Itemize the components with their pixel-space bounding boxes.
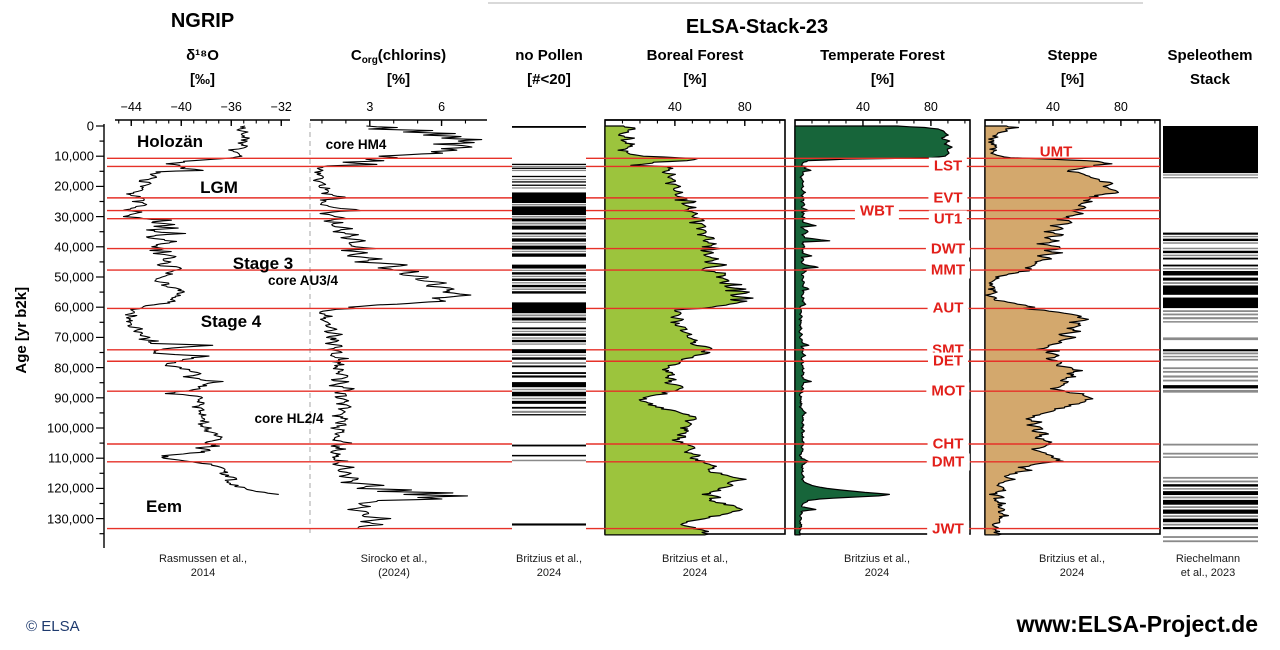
panel-unit-temperate-forest: [%] [870, 71, 895, 88]
tephra-label-cht: CHT [927, 435, 969, 453]
panel-header-speleothem: Speleothem [1167, 47, 1253, 64]
x-tick-label: −40 [170, 100, 192, 114]
panel-header-steppe: Steppe [1047, 47, 1098, 64]
panel-unit-boreal-forest: [%] [683, 71, 707, 88]
tephra-label-wbt: WBT [854, 202, 900, 220]
core-label-au34: core AU3/4 [267, 273, 339, 288]
age-tick-label: 70,000 [54, 329, 94, 345]
x-tick-label: 3 [366, 100, 374, 114]
citation-nopollen: Britzius et al., 2024 [515, 553, 583, 579]
stage-label-eem: Eem [146, 497, 182, 516]
stage-label-stage3: Stage 3 [232, 254, 294, 273]
age-tick-label: 90,000 [54, 390, 94, 406]
tephra-label-jwt: JWT [927, 520, 969, 538]
group-title-ngrip: NGRIP [170, 10, 235, 32]
panel-unit-steppe: [%] [1060, 71, 1085, 88]
panel-unit-no-pollen: [#<20] [527, 71, 571, 88]
tephra-label-aut: AUT [927, 299, 969, 317]
panel-header-no-pollen: no Pollen [515, 47, 583, 64]
tephra-label-ut1: UT1 [928, 210, 968, 228]
citation-ngrip: Rasmussen et al., 2014 [158, 553, 248, 579]
citation-speleothem: Riechelmann et al., 2023 [1175, 553, 1241, 579]
x-tick-label: 80 [923, 100, 938, 114]
age-tick-label: 40,000 [54, 239, 94, 255]
age-tick-label: 30,000 [54, 209, 94, 225]
panel-header-corg: Corg(chlorins) [310, 47, 487, 66]
citation-temperate: Britzius et al., 2024 [843, 553, 911, 579]
stage-label-stage4: Stage 4 [200, 312, 262, 331]
citation-corg: Sirocko et al., (2024) [360, 553, 428, 579]
tephra-label-mot: MOT [926, 382, 970, 400]
x-tick-label: 40 [856, 100, 870, 114]
corg-pre: C [350, 47, 362, 64]
x-tick-label: 40 [1046, 100, 1060, 114]
tephra-label-lst: LST [928, 157, 968, 175]
age-axis-title: Age [yr b2k] [12, 286, 30, 374]
age-tick-label: 110,000 [47, 450, 94, 466]
tephra-label-umt: UMT [1039, 143, 1073, 161]
panel-unit-ngrip: [‰] [190, 71, 215, 88]
core-label-hl24: core HL2/4 [254, 411, 324, 426]
panel-unit-corg: [%] [386, 71, 411, 88]
x-tick-label: −36 [220, 100, 242, 114]
citation-boreal: Britzius et al., 2024 [661, 553, 729, 579]
panel-header-boreal-forest: Boreal Forest [646, 47, 744, 64]
tephra-label-mmt: MMT [925, 261, 971, 279]
tephra-label-det: DET [928, 352, 968, 370]
x-tick-label: 80 [737, 100, 752, 114]
age-tick-label: 10,000 [54, 148, 94, 164]
age-tick-label: 100,000 [47, 420, 94, 436]
age-tick-label: 50,000 [54, 269, 94, 285]
website-url: www:ELSA-Project.de [1016, 611, 1258, 637]
x-tick-label: 80 [1113, 100, 1128, 114]
stage-label-holozaen: Holozän [136, 132, 204, 151]
panel-header-temperate-forest: Temperate Forest [820, 47, 945, 64]
core-label-hm4: core HM4 [325, 137, 387, 152]
copyright-elsa: © ELSA [26, 618, 80, 635]
tephra-label-dmt: DMT [926, 453, 970, 471]
age-tick-label: 0 [86, 118, 94, 134]
stage-label-lgm: LGM [200, 178, 238, 197]
x-tick-label: 40 [667, 100, 682, 114]
x-tick-label: 6 [438, 100, 446, 114]
age-tick-label: 60,000 [54, 299, 94, 315]
x-tick-label: −44 [120, 100, 142, 114]
age-tick-label: 20,000 [54, 178, 94, 194]
age-tick-label: 80,000 [54, 360, 94, 376]
citation-steppe: Britzius et al., 2024 [1038, 553, 1106, 579]
age-tick-label: 120,000 [47, 480, 94, 496]
tephra-label-dwt: DWT [925, 240, 971, 258]
group-title-elsa-stack: ELSA-Stack-23 [685, 16, 829, 38]
age-tick-label: 130,000 [47, 511, 94, 527]
tephra-label-evt: EVT [928, 189, 968, 207]
panel-header-ngrip-d18o: δ¹⁸O [186, 47, 219, 64]
panel-unit-speleothem-stack: Stack [1189, 71, 1231, 88]
corg-subscript: org [361, 55, 378, 66]
x-tick-label: −32 [270, 100, 292, 114]
corg-post: (chlorins) [377, 47, 447, 64]
